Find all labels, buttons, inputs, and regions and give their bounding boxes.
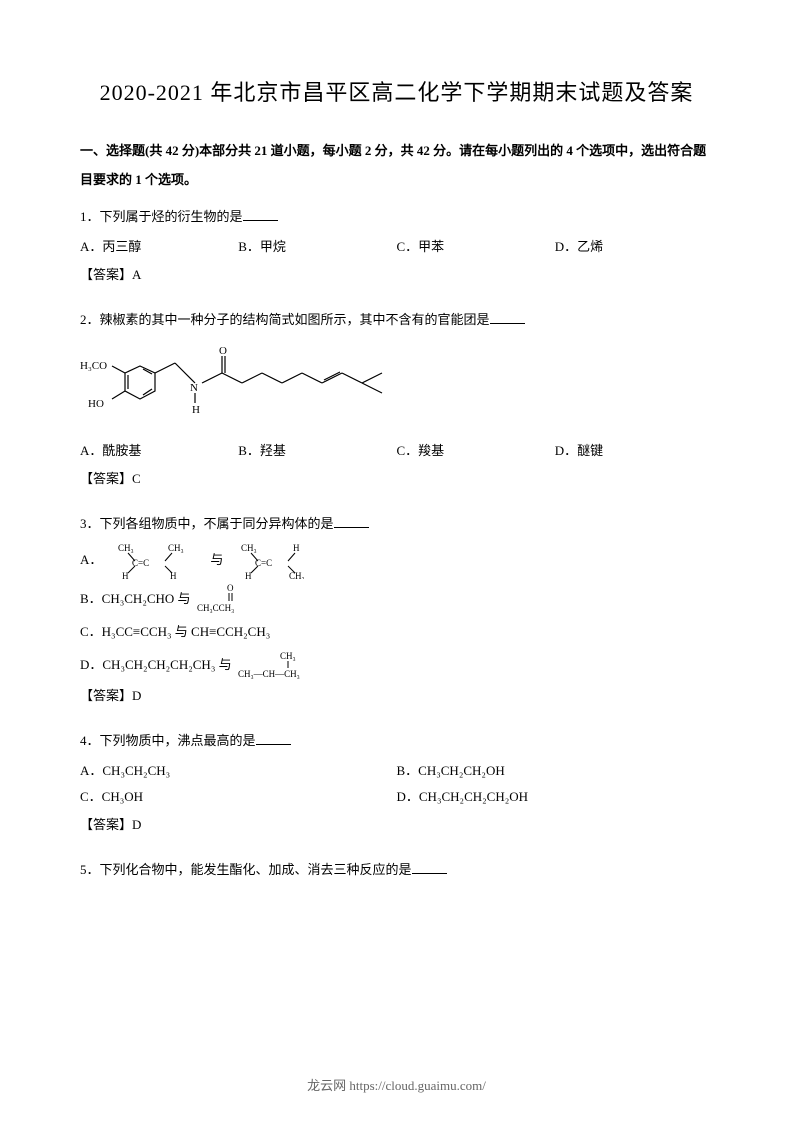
q1-opt-c: C．甲苯	[397, 234, 555, 260]
q1-answer: 【答案】A	[80, 264, 713, 283]
q4-stem: 4．下列物质中，沸点最高的是	[80, 733, 256, 748]
q3-label-b: B．CH₃CH₂CHO 与	[80, 586, 191, 612]
svg-text:CH₃: CH₃	[118, 543, 134, 553]
q2-opt-d: D．醚键	[555, 438, 713, 464]
q3-opt-d: D．CH₃CH₂CH₂CH₂CH₃ 与 CH₃ CH₃—CH—CH₃	[80, 649, 713, 681]
q5-stem: 5．下列化合物中，能发生酯化、加成、消去三种反应的是	[80, 862, 412, 877]
q1-stem: 1．下列属于烃的衍生物的是	[80, 209, 243, 224]
svg-text:CH₃—CH—CH₃: CH₃—CH—CH₃	[238, 669, 300, 679]
q2-opt-b: B．羟基	[238, 438, 396, 464]
q2-opt-a: A．酰胺基	[80, 438, 238, 464]
q2-opt-c: C．羧基	[397, 438, 555, 464]
q1-opt-d: D．乙烯	[555, 234, 713, 260]
q3a-mid: 与	[210, 547, 223, 573]
svg-text:O: O	[227, 583, 234, 593]
page-title: 2020-2021 年北京市昌平区高二化学下学期期末试题及答案	[80, 75, 713, 107]
q2-options: A．酰胺基 B．羟基 C．羧基 D．醚键	[80, 438, 713, 464]
q3-opt-a: A． CH₃ CH₃ C=C H H 与 CH₃ H C=C	[80, 541, 713, 579]
svg-text:H: H	[293, 543, 300, 553]
q1-opt-a: A．丙三醇	[80, 234, 238, 260]
q1-text: 1．下列属于烃的衍生物的是	[80, 204, 713, 230]
question-2: 2．辣椒素的其中一种分子的结构简式如图所示，其中不含有的官能团是 H₃CO HO	[80, 307, 713, 464]
q4-blank	[256, 731, 291, 745]
q3-opt-c: C．H₃CC≡CCH₃ 与 CH≡CCH₂CH₃	[80, 619, 713, 645]
question-4: 4．下列物质中，沸点最高的是 A．CH₃CH₂CH₃ B．CH₃CH₂CH₂OH…	[80, 728, 713, 810]
svg-text:H: H	[170, 571, 177, 579]
svg-text:CH₃: CH₃	[241, 543, 257, 553]
question-3: 3．下列各组物质中，不属于同分异构体的是 A． CH₃ CH₃ C=C H H …	[80, 511, 713, 681]
q1-options: A．丙三醇 B．甲烷 C．甲苯 D．乙烯	[80, 234, 713, 260]
svg-text:CH₃: CH₃	[280, 651, 296, 661]
q3-opt-b: B．CH₃CH₂CHO 与 O CH₃CCH₃	[80, 583, 713, 615]
q3-label-d: D．CH₃CH₂CH₂CH₂CH₃ 与	[80, 652, 232, 678]
q2-molecule: H₃CO HO N H O	[80, 341, 713, 430]
q2-text: 2．辣椒素的其中一种分子的结构简式如图所示，其中不含有的官能团是	[80, 307, 713, 333]
capsaicin-structure-icon: H₃CO HO N H O	[80, 341, 410, 421]
question-5: 5．下列化合物中，能发生酯化、加成、消去三种反应的是	[80, 857, 713, 883]
q4-opt-d: D．CH₃CH₂CH₂CH₂OH	[397, 784, 714, 810]
q3-blank	[334, 514, 369, 528]
q3a-struct2-icon: CH₃ H C=C H CH₃	[233, 541, 323, 579]
svg-text:H: H	[122, 571, 129, 579]
q3a-struct1-icon: CH₃ CH₃ C=C H H	[110, 541, 200, 579]
q5-text: 5．下列化合物中，能发生酯化、加成、消去三种反应的是	[80, 857, 713, 883]
q1-opt-b: B．甲烷	[238, 234, 396, 260]
svg-text:O: O	[219, 345, 227, 357]
q4-options: A．CH₃CH₂CH₃ B．CH₃CH₂CH₂OH C．CH₃OH D．CH₃C…	[80, 758, 713, 810]
svg-text:CH₃: CH₃	[168, 543, 184, 553]
q4-opt-a: A．CH₃CH₂CH₃	[80, 758, 397, 784]
q3-stem: 3．下列各组物质中，不属于同分异构体的是	[80, 516, 334, 531]
q1-blank	[243, 207, 278, 221]
svg-text:CH₃CCH₃: CH₃CCH₃	[197, 603, 234, 613]
svg-text:CH₃: CH₃	[289, 571, 305, 579]
question-1: 1．下列属于烃的衍生物的是 A．丙三醇 B．甲烷 C．甲苯 D．乙烯	[80, 204, 713, 260]
svg-text:H: H	[192, 404, 200, 416]
q3-answer: 【答案】D	[80, 685, 713, 704]
svg-text:H: H	[245, 571, 252, 579]
section-heading: 一、选择题(共 42 分)本部分共 21 道小题，每小题 2 分，共 42 分。…	[80, 137, 713, 194]
svg-text:HO: HO	[88, 398, 104, 410]
q3-label-c: C．H₃CC≡CCH₃ 与 CH≡CCH₂CH₃	[80, 619, 270, 645]
q3-label-a: A．	[80, 547, 102, 573]
q4-opt-b: B．CH₃CH₂CH₂OH	[397, 758, 714, 784]
q3-text: 3．下列各组物质中，不属于同分异构体的是	[80, 511, 713, 537]
page-footer: 龙云网 https://cloud.guaimu.com/	[0, 1075, 793, 1094]
q2-stem: 2．辣椒素的其中一种分子的结构简式如图所示，其中不含有的官能团是	[80, 312, 490, 327]
q2-blank	[490, 310, 525, 324]
q4-text: 4．下列物质中，沸点最高的是	[80, 728, 713, 754]
svg-text:N: N	[190, 382, 198, 394]
q3b-struct-icon: O CH₃CCH₃	[197, 583, 267, 615]
svg-text:H₃CO: H₃CO	[80, 360, 107, 372]
q4-answer: 【答案】D	[80, 814, 713, 833]
q5-blank	[412, 860, 447, 874]
q2-answer: 【答案】C	[80, 468, 713, 487]
q4-opt-c: C．CH₃OH	[80, 784, 397, 810]
q3d-struct-icon: CH₃ CH₃—CH—CH₃	[238, 649, 348, 681]
